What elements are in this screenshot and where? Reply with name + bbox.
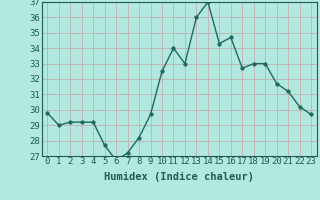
X-axis label: Humidex (Indice chaleur): Humidex (Indice chaleur) [104, 172, 254, 182]
